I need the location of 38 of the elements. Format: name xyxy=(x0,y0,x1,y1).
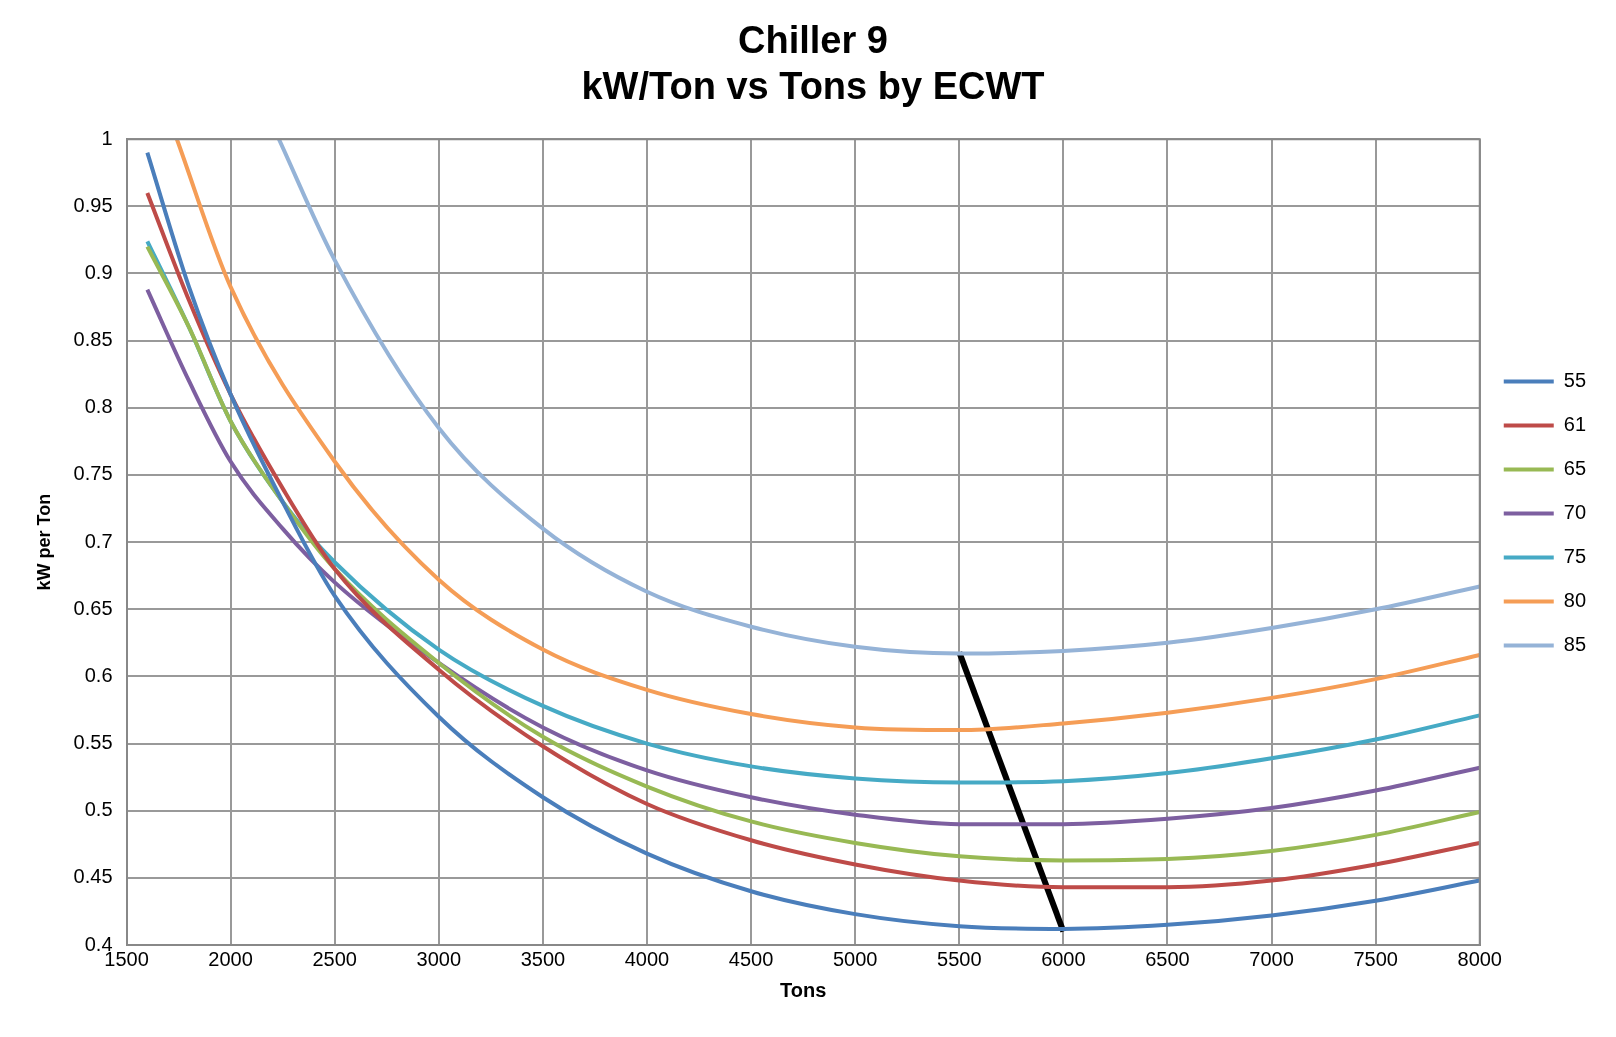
x-tick-label: 7500 xyxy=(1353,947,1398,970)
y-tick-label: 0.9 xyxy=(84,261,113,284)
x-tick-label: 5500 xyxy=(937,947,982,970)
y-tick-label: 0.5 xyxy=(84,798,113,821)
y-tick-label: 0.95 xyxy=(73,193,113,216)
x-tick-label: 8000 xyxy=(1457,947,1502,970)
y-tick-label: 1 xyxy=(101,126,113,149)
x-tick-label: 4000 xyxy=(624,947,670,970)
y-tick-label: 0.6 xyxy=(84,663,113,686)
y-tick-label: 0.7 xyxy=(84,529,113,552)
y-tick-label: 0.55 xyxy=(73,731,113,754)
legend-label: 85 xyxy=(1563,633,1586,656)
x-tick-label: 7000 xyxy=(1249,947,1294,970)
y-axis-title: kW per Ton xyxy=(33,493,54,591)
line-series xyxy=(276,139,1480,656)
chart-subtitle: kW/Ton vs Tons by ECWT xyxy=(581,64,1045,107)
y-tick-label: 0.45 xyxy=(73,865,113,888)
y-tick-label: 0.85 xyxy=(73,328,113,351)
legend-label: 65 xyxy=(1563,457,1586,480)
y-tick-label: 0.75 xyxy=(73,462,113,485)
legend-label: 75 xyxy=(1563,545,1586,568)
legend-label: 70 xyxy=(1563,501,1586,524)
x-tick-label: 3500 xyxy=(520,947,566,970)
x-axis-title: Tons xyxy=(779,978,827,1001)
chart-title: Chiller 9 xyxy=(738,19,888,62)
x-tick-label: 6500 xyxy=(1145,947,1190,970)
x-tick-label: 5000 xyxy=(832,947,878,970)
legend-label: 55 xyxy=(1563,369,1586,392)
x-tick-label: 3000 xyxy=(416,947,462,970)
legend-label: 61 xyxy=(1563,413,1586,436)
x-tick-label: 2500 xyxy=(312,947,357,970)
y-tick-label: 0.8 xyxy=(84,395,113,418)
x-tick-label: 4500 xyxy=(728,947,774,970)
x-tick-label: 2000 xyxy=(208,947,253,970)
y-tick-label: 0.65 xyxy=(73,596,113,619)
legend-label: 80 xyxy=(1563,589,1586,612)
line-series xyxy=(174,139,1480,733)
x-tick-label: 6000 xyxy=(1041,947,1086,970)
